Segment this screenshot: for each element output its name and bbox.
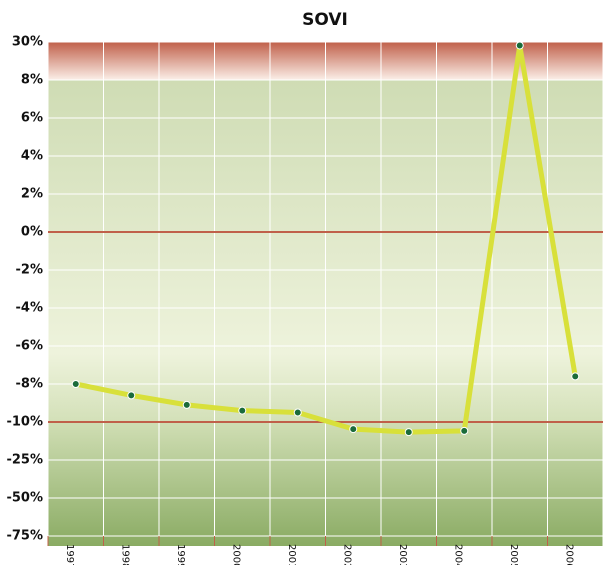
y-tick-label: 6% (21, 111, 43, 126)
x-tick-label: 2001 (286, 544, 297, 565)
point (71, 380, 80, 388)
point (515, 41, 524, 50)
x-tick-label: 1997 (64, 544, 75, 565)
x-tick-label: 2000 (230, 544, 241, 565)
x-tick-label: 1999 (175, 544, 186, 565)
y-tick-label: 4% (21, 149, 43, 164)
y-tick-label: 30% (12, 35, 43, 50)
chart-title: SOVI (302, 10, 348, 30)
y-tick-label: -75% (6, 529, 43, 544)
x-tick-label: 2006 (563, 544, 574, 565)
x-tick-label: 2005 (508, 544, 519, 565)
y-tick-label: 0% (21, 225, 43, 240)
y-tick-label: -2% (16, 263, 43, 278)
y-tick-label: -4% (16, 301, 43, 316)
y-tick-label: -8% (16, 377, 43, 392)
line (75, 42, 578, 435)
x-tick-label: 2002 (341, 544, 352, 565)
point (571, 372, 580, 381)
point (293, 408, 302, 417)
point (349, 425, 358, 434)
y-tick-label: -25% (6, 453, 43, 468)
x-tick-label: 1998 (119, 544, 130, 565)
point (238, 406, 247, 415)
y-tick-label: 2% (21, 187, 43, 202)
y-tick-label: -50% (6, 491, 43, 506)
point (404, 428, 413, 437)
y-tick-label: -10% (6, 415, 43, 430)
x-tick-label: 2004 (452, 544, 463, 565)
y-tick-label: 8% (21, 73, 43, 88)
point (460, 426, 469, 435)
y-tick-label: -6% (16, 339, 43, 354)
point (182, 400, 191, 409)
x-tick-label: 2003 (397, 544, 408, 565)
point (127, 391, 136, 400)
